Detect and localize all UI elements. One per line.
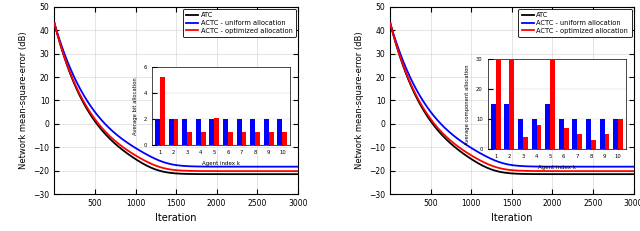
ACTC - optimized allocation (625, 170, 633, 173)
Line: ACTC - uniform allocation: ACTC - uniform allocation (54, 23, 298, 167)
ACTC - optimized allocation (51, 22, 58, 25)
ATC (263, 173, 271, 176)
ATC (599, 173, 607, 176)
ATC (414, 99, 422, 102)
ACTC - uniform allocation (599, 165, 607, 168)
ACTC - optimized allocation (630, 170, 637, 173)
X-axis label: Iteration: Iteration (156, 213, 197, 223)
ACTC - optimized allocation (429, 120, 436, 123)
ATC (78, 99, 86, 102)
ACTC - uniform allocation (51, 22, 58, 25)
Y-axis label: Network mean-square-error (dB): Network mean-square-error (dB) (19, 32, 28, 169)
Line: ACTC - optimized allocation: ACTC - optimized allocation (54, 23, 298, 171)
ACTC - optimized allocation (294, 170, 301, 173)
ACTC - optimized allocation (144, 161, 152, 164)
ACTC - uniform allocation (154, 159, 162, 161)
ACTC - uniform allocation (630, 165, 637, 168)
ACTC - uniform allocation (480, 154, 488, 156)
ACTC - uniform allocation (429, 113, 436, 116)
X-axis label: Iteration: Iteration (491, 213, 532, 223)
ACTC - uniform allocation (289, 165, 297, 168)
Line: ATC: ATC (390, 23, 634, 174)
ACTC - uniform allocation (294, 165, 301, 168)
ATC (387, 22, 394, 25)
ACTC - optimized allocation (387, 22, 394, 25)
Y-axis label: Network mean-square-error (dB): Network mean-square-error (dB) (355, 32, 364, 169)
ACTC - uniform allocation (625, 165, 633, 168)
ACTC - optimized allocation (599, 170, 607, 173)
ATC (51, 22, 58, 25)
Legend: ATC, ACTC - uniform allocation, ACTC - optimized allocation: ATC, ACTC - uniform allocation, ACTC - o… (518, 9, 632, 37)
ACTC - optimized allocation (93, 120, 100, 123)
ACTC - uniform allocation (78, 91, 86, 94)
ATC (289, 173, 297, 176)
ACTC - uniform allocation (387, 22, 394, 25)
Legend: ATC, ACTC - uniform allocation, ACTC - optimized allocation: ATC, ACTC - uniform allocation, ACTC - o… (182, 9, 296, 37)
ATC (625, 173, 633, 176)
ACTC - optimized allocation (154, 165, 162, 168)
ACTC - uniform allocation (490, 159, 498, 161)
Line: ATC: ATC (54, 23, 298, 174)
ACTC - uniform allocation (263, 165, 271, 168)
Line: ACTC - optimized allocation: ACTC - optimized allocation (390, 23, 634, 171)
ACTC - uniform allocation (93, 113, 100, 116)
ACTC - uniform allocation (414, 91, 422, 94)
ATC (429, 122, 436, 125)
ATC (294, 173, 301, 176)
ACTC - optimized allocation (78, 97, 86, 100)
ATC (154, 169, 162, 172)
ATC (93, 122, 100, 125)
ACTC - optimized allocation (480, 161, 488, 164)
ATC (630, 173, 637, 176)
Line: ACTC - uniform allocation: ACTC - uniform allocation (390, 23, 634, 167)
ATC (490, 169, 498, 172)
ATC (144, 165, 152, 167)
ATC (480, 165, 488, 167)
ACTC - optimized allocation (263, 170, 271, 173)
ACTC - uniform allocation (144, 154, 152, 156)
ACTC - optimized allocation (414, 97, 422, 100)
ACTC - optimized allocation (289, 170, 297, 173)
ACTC - optimized allocation (490, 165, 498, 168)
